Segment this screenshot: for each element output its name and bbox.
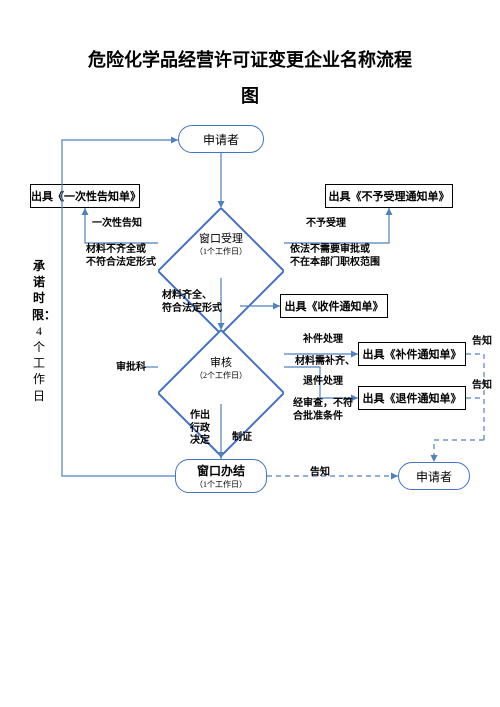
label-once_tell: 一次性告知 xyxy=(92,218,142,231)
node-accept: 窗口受理（1个工作日） xyxy=(158,208,284,278)
label-tuijian_proc: 退件处理 xyxy=(303,376,343,389)
label-gaozhi_r2: 告知 xyxy=(472,380,492,393)
label-decide: 作出 行政 决定 xyxy=(190,410,210,448)
node-applicant: 申请者 xyxy=(178,125,264,153)
commitment-days: 4个工作日 xyxy=(33,324,45,403)
label-tuijian_cond: 经审查，不符 合批准条件 xyxy=(293,398,353,423)
commitment-time: 承诺时限：4个工作日 xyxy=(32,258,46,404)
label-zhizheng: 制证 xyxy=(232,432,252,445)
label-need_bujian: 材料需补齐、 xyxy=(295,356,355,369)
label-review_dep: 审批科 xyxy=(116,362,146,375)
title-line-1: 危险化学品经营许可证变更企业名称流程 xyxy=(0,46,500,72)
node-reject-notice: 出具《不予受理通知单》 xyxy=(325,184,453,208)
node-review: 审核（2个工作日） xyxy=(158,330,284,404)
node-notice-once: 出具《一次性告知单》 xyxy=(30,184,140,208)
node-receipt: 出具《收件通知单》 xyxy=(280,294,388,318)
node-return: 出具《退件通知单》 xyxy=(358,386,466,410)
label-l_left: 材料不齐全或 不符合法定形式 xyxy=(86,244,156,269)
commitment-bold: 承诺时限： xyxy=(32,259,56,322)
label-mid_ok: 材料齐全、 符合法定形式 xyxy=(162,290,222,315)
node-applicant-end: 申请者 xyxy=(398,462,470,490)
node-supplement: 出具《补件通知单》 xyxy=(358,342,466,366)
node-close: 窗口办结（1个工作日） xyxy=(175,459,267,493)
label-gaozhi_bot: 告知 xyxy=(310,467,330,480)
label-not_accept: 不予受理 xyxy=(306,218,346,231)
label-bujian_proc: 补件处理 xyxy=(303,334,343,347)
label-gaozhi_r1: 告知 xyxy=(472,336,492,349)
title-line-2: 图 xyxy=(0,82,500,108)
label-l_right: 依法不需要审批或 不在本部门职权范围 xyxy=(290,244,380,269)
